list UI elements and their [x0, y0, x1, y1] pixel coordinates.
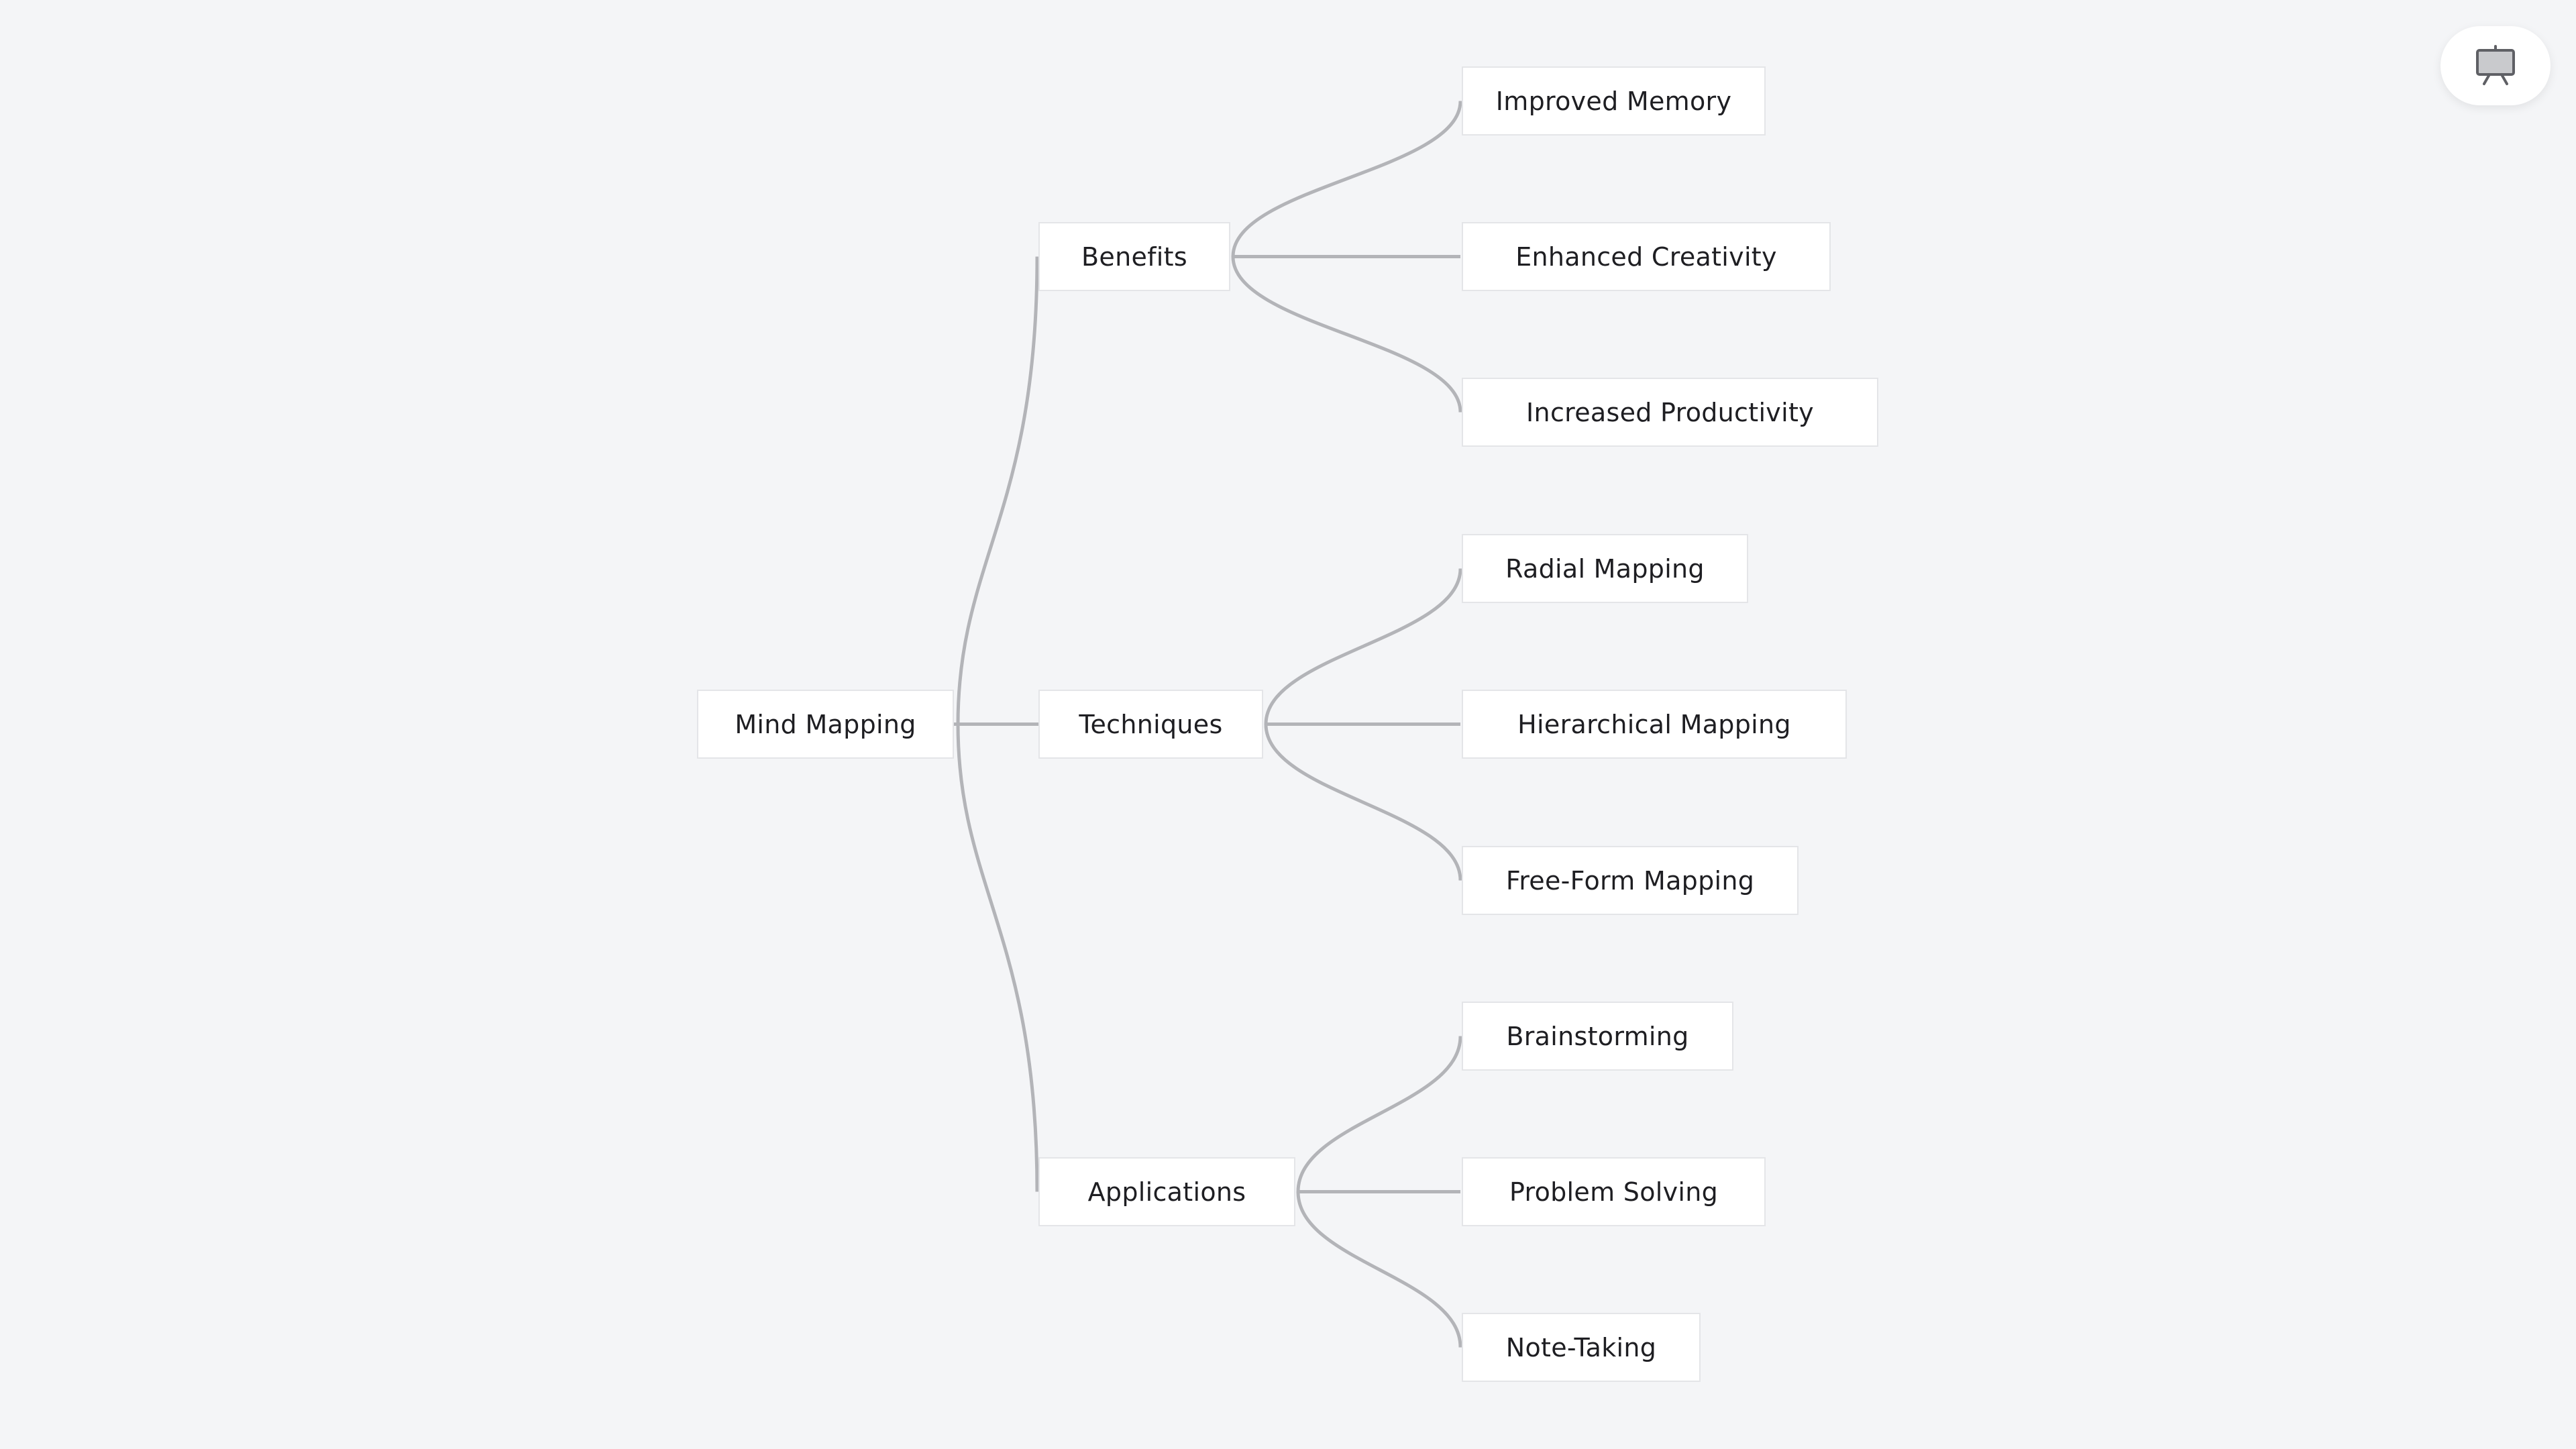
edge-techniques-free-form-mapping: [1264, 724, 1462, 881]
node-problem-solving[interactable]: Problem Solving: [1462, 1157, 1766, 1226]
node-improved-memory[interactable]: Improved Memory: [1462, 66, 1766, 136]
node-mind-mapping[interactable]: Mind Mapping: [697, 690, 954, 759]
edge-benefits-increased-productivity: [1231, 256, 1462, 413]
node-radial-mapping[interactable]: Radial Mapping: [1462, 534, 1748, 603]
edge-root-applications: [956, 724, 1039, 1192]
edge-techniques-radial-mapping: [1264, 568, 1462, 724]
node-enhanced-creativity[interactable]: Enhanced Creativity: [1462, 222, 1831, 291]
node-increased-productivity[interactable]: Increased Productivity: [1462, 378, 1878, 447]
node-hierarchical-mapping[interactable]: Hierarchical Mapping: [1462, 690, 1847, 759]
edge-root-benefits: [956, 256, 1039, 724]
edge-applications-brainstorming: [1296, 1036, 1462, 1192]
node-note-taking[interactable]: Note-Taking: [1462, 1313, 1701, 1382]
presentation-board-icon: [2476, 45, 2515, 85]
node-benefits[interactable]: Benefits: [1038, 222, 1230, 291]
present-button[interactable]: [2440, 26, 2551, 105]
node-free-form-mapping[interactable]: Free-Form Mapping: [1462, 846, 1799, 915]
edge-benefits-improved-memory: [1231, 101, 1462, 257]
edge-applications-note-taking: [1296, 1191, 1462, 1348]
node-techniques[interactable]: Techniques: [1038, 690, 1263, 759]
node-applications[interactable]: Applications: [1038, 1157, 1295, 1226]
node-brainstorming[interactable]: Brainstorming: [1462, 1002, 1733, 1071]
